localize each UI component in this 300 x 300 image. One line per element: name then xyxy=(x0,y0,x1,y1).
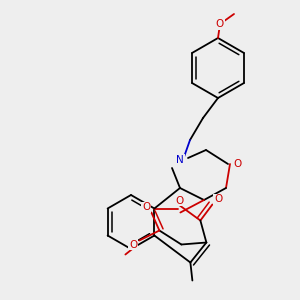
Text: O: O xyxy=(175,196,184,206)
Text: O: O xyxy=(234,159,242,169)
Text: O: O xyxy=(216,19,224,29)
Text: O: O xyxy=(214,194,223,205)
Text: N: N xyxy=(176,155,184,165)
Text: O: O xyxy=(129,239,137,250)
Text: O: O xyxy=(142,202,151,212)
